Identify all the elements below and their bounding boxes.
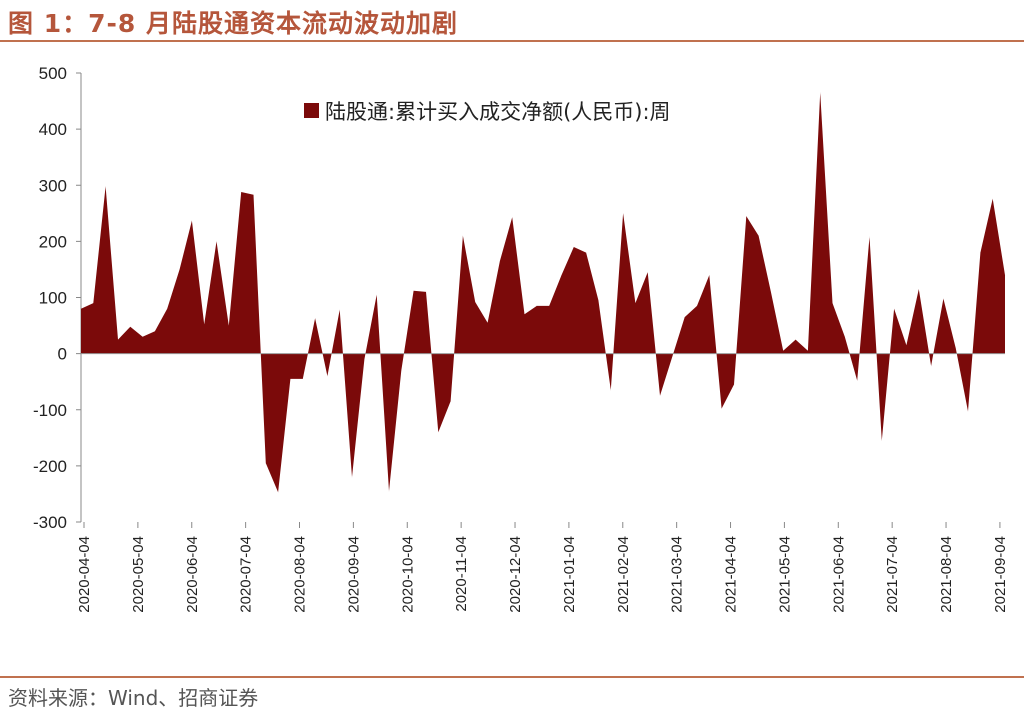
area-series <box>80 92 1006 493</box>
area-fill <box>81 92 1005 493</box>
x-tick-label: 2020-07-04 <box>238 536 255 613</box>
x-tick-label: 2020-06-04 <box>184 536 201 613</box>
x-axis: 2020-04-04 2020-05-04 2020-06-04 2020-07-04… <box>76 353 1009 613</box>
x-tick-label: 2020-09-04 <box>345 536 362 613</box>
x-tick-label: 2021-07-04 <box>884 536 901 613</box>
x-tick-label: 2020-08-04 <box>292 536 309 613</box>
source-rule <box>0 676 1024 678</box>
y-tick-label: 400 <box>39 120 67 139</box>
x-tick-label: 2020-05-04 <box>130 536 147 613</box>
x-tick-label: 2020-11-04 <box>453 536 470 612</box>
x-tick-label: 2021-02-04 <box>615 536 632 613</box>
y-tick-label: 0 <box>58 345 67 364</box>
source-note: 资料来源：Wind、招商证券 <box>8 686 259 710</box>
x-tick-label: 2021-05-04 <box>776 536 793 613</box>
y-tick-label: 500 <box>39 64 67 83</box>
x-tick-label: 2020-04-04 <box>76 536 93 613</box>
figure-title: 图 1：7-8 月陆股通资本流动波动加剧 <box>8 9 458 38</box>
x-tick-label: 2021-06-04 <box>830 536 847 613</box>
y-tick-label: -200 <box>33 457 67 476</box>
x-tick-label: 2020-12-04 <box>507 536 524 613</box>
legend: 陆股通:累计买入成交净额(人民币):周 <box>304 100 671 124</box>
x-tick-label: 2021-09-04 <box>992 536 1009 613</box>
y-tick-label: 200 <box>39 232 67 251</box>
y-tick-label: 100 <box>39 289 67 308</box>
y-tick-label: -100 <box>33 401 67 420</box>
x-tick-label: 2020-10-04 <box>399 536 416 613</box>
y-tick-label: -300 <box>33 513 67 532</box>
y-axis: 500 400 300 200 100 0 -100 -200 -300 <box>33 64 82 532</box>
x-tick-label: 2021-03-04 <box>669 536 686 613</box>
legend-label: 陆股通:累计买入成交净额(人民币):周 <box>325 100 671 124</box>
title-rule <box>0 40 1024 42</box>
y-tick-label: 300 <box>39 176 67 195</box>
x-tick-label: 2021-04-04 <box>723 536 740 613</box>
legend-swatch <box>304 103 319 118</box>
x-tick-label: 2021-01-04 <box>561 536 578 613</box>
x-tick-label: 2021-08-04 <box>938 536 955 613</box>
